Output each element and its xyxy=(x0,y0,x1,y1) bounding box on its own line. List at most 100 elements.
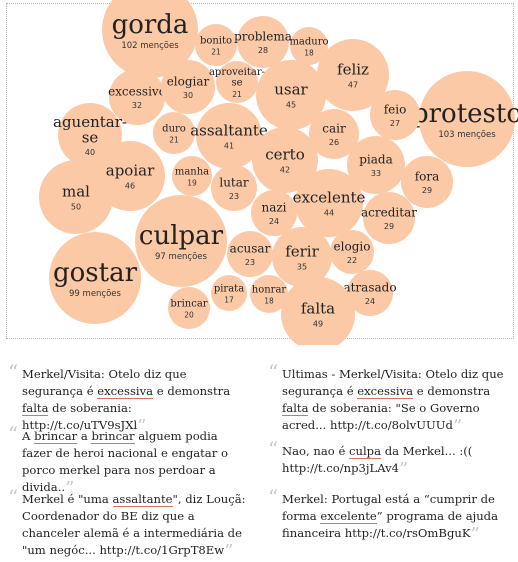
bubble-word: gostar xyxy=(53,258,138,288)
bubble-word: aproveitar- xyxy=(209,67,265,78)
bubble-piada[interactable]: piada 33 xyxy=(347,136,405,194)
bubble-acreditar[interactable]: acreditar 29 xyxy=(361,192,417,244)
bubble-count: 24 xyxy=(365,297,375,306)
highlighted-word: brincar xyxy=(91,429,135,444)
bubble-honrar[interactable]: honrar 18 xyxy=(250,275,288,313)
bubble-word: manha xyxy=(175,166,209,177)
bubble-word: problema xyxy=(234,30,292,44)
open-quote-icon: “ xyxy=(8,360,19,384)
bubble-circle xyxy=(401,156,453,208)
open-quote-icon: “ xyxy=(268,437,279,461)
bubble-maduro[interactable]: maduro 18 xyxy=(289,27,329,65)
bubble-count: 30 xyxy=(183,91,193,100)
bubble-word: falta xyxy=(301,300,335,318)
tweet-list: “Merkel/Visita: Otelo diz que segurança … xyxy=(0,360,518,562)
bubble-circle xyxy=(227,231,273,277)
bubble-excessivo[interactable]: excessivo 32 xyxy=(108,69,166,125)
bubble-count: 44 xyxy=(324,208,334,217)
bubble-feio[interactable]: feio 27 xyxy=(370,90,420,140)
bubble-count: 103 menções xyxy=(438,130,496,140)
bubble-count: 19 xyxy=(187,179,197,188)
bubble-fora[interactable]: fora 29 xyxy=(401,156,453,208)
bubble-count: 24 xyxy=(269,217,279,226)
bubble-word: gorda xyxy=(112,10,189,40)
bubble-count: 35 xyxy=(297,262,307,271)
bubble-count: 40 xyxy=(85,148,95,157)
bubble-circle xyxy=(290,27,328,65)
open-quote-icon: “ xyxy=(8,485,19,509)
bubble-duro[interactable]: duro 21 xyxy=(153,112,195,154)
bubble-atrasado[interactable]: atrasado 24 xyxy=(343,270,397,316)
bubble-word: usar xyxy=(274,81,308,99)
bubble-circle xyxy=(211,165,257,211)
highlighted-word: brincar xyxy=(34,429,78,444)
bubble-word: se xyxy=(82,129,99,147)
bubble-circle xyxy=(195,24,237,66)
tweet-4[interactable]: “Ultimas - Merkel/Visita: Otelo diz que … xyxy=(268,360,504,437)
bubble-circle xyxy=(251,190,297,236)
bubble-circle xyxy=(256,60,326,130)
highlighted-word: excessiva xyxy=(357,384,414,399)
bubble-count: 29 xyxy=(422,186,432,195)
bubble-count: 45 xyxy=(286,100,296,109)
highlighted-word: culpa xyxy=(349,444,382,459)
tweet-5[interactable]: “Nao, nao é culpa da Merkel... :(( http:… xyxy=(268,437,473,480)
bubble-word: assaltante xyxy=(190,122,268,140)
bubble-count: 26 xyxy=(329,138,339,147)
bubble-word: nazi xyxy=(261,201,286,215)
bubble-word: atrasado xyxy=(343,281,396,295)
bubble-circle xyxy=(49,232,141,324)
bubble-lutar[interactable]: lutar 23 xyxy=(211,165,257,211)
bubble-acusar[interactable]: acusar 23 xyxy=(227,231,273,277)
bubble-word: acreditar xyxy=(361,206,417,220)
bubble-word: lutar xyxy=(219,176,249,190)
bubble-count: 49 xyxy=(313,319,323,328)
bubble-count: 28 xyxy=(258,46,268,55)
bubble-word: cair xyxy=(322,122,346,136)
bubble-circle xyxy=(135,195,227,287)
bubble-count: 46 xyxy=(125,181,135,190)
close-quote-icon: ” xyxy=(452,416,463,437)
bubble-count: 20 xyxy=(184,311,194,320)
bubble-pirata[interactable]: pirata 17 xyxy=(211,275,247,311)
bubble-word: piada xyxy=(359,153,393,167)
highlighted-word: falta xyxy=(282,401,309,416)
bubble-word: brincar xyxy=(170,298,207,309)
bubble-word: acusar xyxy=(230,242,271,256)
tweet-3[interactable]: “Merkel é "uma assaltante", diz Louçã: C… xyxy=(8,485,246,562)
bubble-word: feio xyxy=(384,103,407,117)
bubble-problema[interactable]: problema 28 xyxy=(234,16,292,68)
bubble-cair[interactable]: cair 26 xyxy=(309,109,359,159)
bubble-word: culpar xyxy=(139,221,224,251)
bubble-bonito[interactable]: bonito 21 xyxy=(195,24,237,66)
bubble-circle xyxy=(347,270,393,316)
bubble-circle xyxy=(237,16,289,68)
bubble-nazi[interactable]: nazi 24 xyxy=(251,190,297,236)
tweet-2[interactable]: “A brincar a brincar alguem podia fazer … xyxy=(8,422,228,499)
bubble-word: aguentar- xyxy=(53,113,127,131)
tweet-6[interactable]: “Merkel: Portugal está a “cumprir de for… xyxy=(268,485,499,545)
bubble-circle xyxy=(295,169,363,237)
bubble-elogiar[interactable]: elogiar 30 xyxy=(161,60,215,114)
chart-frame xyxy=(6,3,514,339)
tweet-1[interactable]: “Merkel/Visita: Otelo diz que segurança … xyxy=(8,360,231,437)
bubble-brincar[interactable]: brincar 20 xyxy=(168,287,210,329)
bubble-circle xyxy=(196,103,262,169)
bubble-circle xyxy=(250,275,288,313)
bubble-manha[interactable]: manha 19 xyxy=(172,156,212,196)
bubble-elogio[interactable]: elogio 22 xyxy=(330,230,374,274)
bubble-circle xyxy=(363,192,415,244)
